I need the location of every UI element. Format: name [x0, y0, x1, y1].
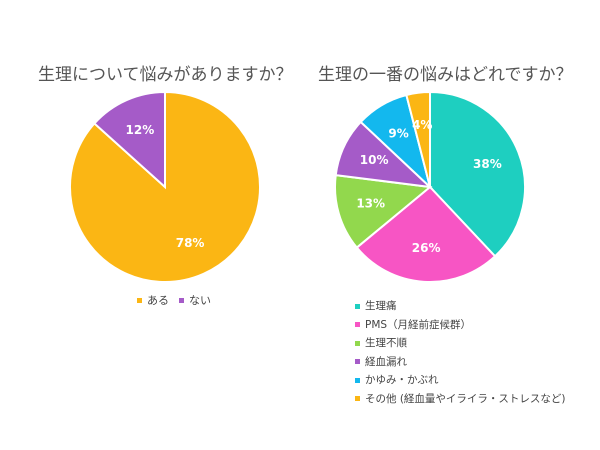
pie-label-1-4: 9% [388, 126, 408, 140]
legend-item-1-0: 生理痛 [355, 297, 566, 316]
pie-slice-1-0 [429, 90, 526, 258]
legend-label: かゆみ・かぶれ [365, 374, 439, 386]
legend-swatch-icon [137, 297, 142, 303]
legend-left: ある ない [137, 292, 211, 308]
legend-label: 経血漏れ [365, 355, 407, 368]
legend-label: ある [147, 294, 169, 307]
pie-label-1-5: 4% [412, 118, 432, 132]
legend-swatch-icon [179, 297, 184, 303]
pie-slice-0-1 [92, 90, 166, 190]
pie-label-1-2: 13% [356, 197, 385, 211]
legend-label: PMS（月経前症候群） [365, 318, 472, 331]
legend-label: その他 (経血量やイライラ・ストレスなど) [365, 392, 566, 405]
legend-item-0-1: ない [179, 292, 211, 308]
chart-title-right: 生理の一番の悩みはどれですか？ [318, 65, 573, 85]
legend-item-1-4: かゆみ・かぶれ [355, 371, 566, 390]
pie-label-0-0: 78% [176, 236, 205, 250]
pie-label-1-3: 10% [360, 153, 389, 167]
legend-item-1-3: 経血漏れ [355, 353, 566, 372]
legend-swatch-icon [355, 303, 360, 309]
legend-swatch-icon [355, 340, 360, 346]
legend-swatch-icon [355, 396, 360, 402]
pie-slice-1-2 [334, 173, 433, 249]
legend-label: ない [189, 294, 211, 307]
legend-swatch-icon [355, 377, 360, 383]
chart-title-left: 生理について悩みがありますか？ [38, 65, 293, 85]
legend-swatch-icon [355, 322, 360, 328]
pie-slice-1-5 [405, 90, 431, 188]
legend-item-1-5: その他 (経血量やイライラ・ストレスなど) [355, 390, 566, 409]
legend-label: 生理痛 [365, 300, 397, 312]
pie-slice-1-1 [355, 185, 497, 283]
pie-label-1-0: 38% [473, 157, 502, 171]
legend-item-1-1: PMS（月経前症候群） [355, 316, 566, 335]
pie-label-1-1: 26% [412, 241, 441, 255]
legend-swatch-icon [355, 359, 360, 365]
legend-item-0-0: ある [137, 292, 169, 308]
legend-right: 生理痛 PMS（月経前症候群） 生理不順経血漏れかゆみ・かぶれその他 (経血量やイラ… [355, 297, 566, 408]
legend-item-1-2: 生理不順 [355, 334, 566, 353]
pie-label-0-1: 12% [126, 123, 155, 137]
legend-label: 生理不順 [365, 337, 407, 349]
